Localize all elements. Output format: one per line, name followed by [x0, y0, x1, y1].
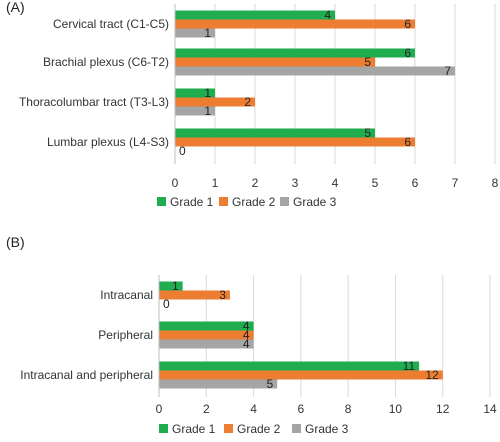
panel-b-bar-grade-2: [159, 370, 443, 380]
panel-b-data-label: 4: [243, 337, 250, 351]
panel-b-category-label: Intracanal and peripheral: [20, 368, 153, 382]
panel-b-bar-grade-1: [159, 281, 183, 291]
panel-b-bar-grade-1: [159, 321, 254, 331]
panel-b-x-tick-label: 10: [389, 402, 403, 416]
panel-a-data-label: 5: [364, 55, 371, 69]
panel-a-data-label: 5: [364, 126, 371, 140]
panel-a-legend-label: Grade 1: [170, 195, 214, 209]
panel-a-legend-swatch-grade-3: [280, 197, 289, 206]
panel-b-x-tick-label: 14: [483, 402, 497, 416]
panel-a-x-tick-label: 0: [172, 176, 179, 190]
panel-b-x-tick-label: 8: [345, 402, 352, 416]
panel-b-x-tick-label: 6: [298, 402, 305, 416]
panel-a-data-label: 6: [404, 17, 411, 31]
panel-b-label: (B): [6, 234, 25, 250]
panel-a-category-label: Brachial plexus (C6-T2): [43, 55, 169, 69]
panel-a-x-tick-label: 2: [252, 176, 259, 190]
panel-a-data-label: 6: [404, 135, 411, 149]
panel-b-data-label: 5: [267, 377, 274, 391]
panel-a-bar-grade-2: [175, 137, 415, 147]
panel-b-data-label: 3: [219, 288, 226, 302]
panel-b-x-tick-label: 4: [250, 402, 257, 416]
panel-a-data-label: 6: [404, 46, 411, 60]
panel-a-data-label: 7: [444, 64, 451, 78]
panel-a-legend-label: Grade 2: [232, 195, 276, 209]
panel-a-bar-grade-2: [175, 97, 255, 107]
panel-b-category-label: Intracanal: [100, 288, 153, 302]
panel-a-bar-grade-2: [175, 57, 375, 67]
panel-b-bar-grade-3: [159, 379, 278, 389]
panel-a-bar-grade-2: [175, 19, 415, 29]
panel-b-legend-swatch-grade-1: [159, 424, 168, 433]
panel-a-x-tick-label: 5: [372, 176, 379, 190]
panel-a-label: (A): [6, 0, 25, 15]
panel-a-legend-swatch-grade-1: [157, 197, 166, 206]
panel-b-x-tick-label: 0: [156, 402, 163, 416]
panel-a-x-tick-label: 8: [492, 176, 499, 190]
panel-a-x-tick-label: 7: [452, 176, 459, 190]
panel-b-data-label: 11: [403, 359, 416, 373]
panel-b-legend-label: Grade 2: [237, 422, 281, 436]
panel-b-data-label: 12: [425, 368, 439, 382]
panel-a-bar-grade-1: [175, 88, 215, 98]
panel-b-data-label: 1: [172, 279, 179, 293]
panel-a-data-label: 1: [204, 104, 211, 118]
panel-a-data-label: 0: [179, 144, 186, 158]
panel-a-bar-grade-1: [175, 128, 375, 138]
panel-a-data-label: 4: [324, 8, 331, 22]
panel-b-data-label: 4: [243, 319, 250, 333]
panel-a-bar-grade-1: [175, 10, 335, 20]
panel-a-bar-grade-3: [175, 66, 455, 76]
panel-a-data-label: 1: [204, 86, 211, 100]
panel-b-bar-grade-3: [159, 339, 254, 349]
panel-a-data-label: 1: [204, 26, 211, 40]
panel-b-bar-grade-2: [159, 330, 254, 340]
panel-a-category-label: Lumbar plexus (L4-S3): [47, 135, 169, 149]
panel-b-legend-swatch-grade-3: [292, 424, 301, 433]
panel-b-data-label: 0: [163, 297, 170, 311]
panel-b-data-label: 4: [243, 328, 250, 342]
panel-a-legend-swatch-grade-2: [219, 197, 228, 206]
panel-b-x-tick-label: 2: [203, 402, 210, 416]
panel-a-category-label: Cervical tract (C1-C5): [53, 17, 169, 31]
panel-b-legend-label: Grade 3: [305, 422, 349, 436]
panel-a-bar-grade-3: [175, 28, 215, 38]
panel-b-x-tick-label: 12: [436, 402, 450, 416]
panel-b-bar-grade-2: [159, 290, 230, 300]
panel-a-x-tick-label: 4: [332, 176, 339, 190]
panel-a-bar-grade-3: [175, 106, 215, 116]
panel-b-bar-grade-1: [159, 361, 420, 371]
panel-b-legend-label: Grade 1: [172, 422, 216, 436]
panel-a-x-tick-label: 1: [212, 176, 219, 190]
panel-a-bar-grade-1: [175, 48, 415, 58]
panel-a-legend-label: Grade 3: [293, 195, 337, 209]
panel-a-category-label: Thoracolumbar tract (T3-L3): [19, 95, 169, 109]
panel-b-legend-swatch-grade-2: [224, 424, 233, 433]
panel-a-x-tick-label: 3: [292, 176, 299, 190]
panel-b-category-label: Peripheral: [98, 328, 153, 342]
panel-a-data-label: 2: [244, 95, 251, 109]
panel-a-x-tick-label: 6: [412, 176, 419, 190]
